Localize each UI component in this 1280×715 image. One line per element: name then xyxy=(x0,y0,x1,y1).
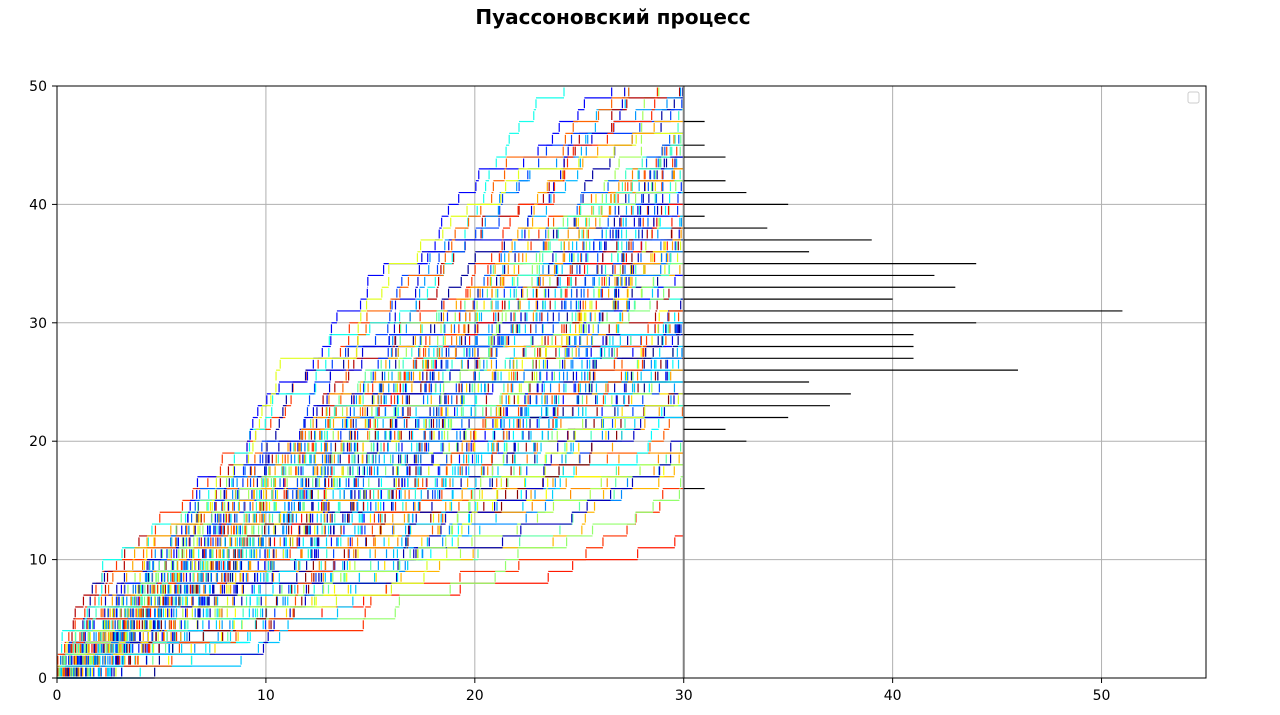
sample-path-26 xyxy=(57,405,684,679)
sample-paths xyxy=(56,87,685,679)
sample-path-9 xyxy=(57,405,684,679)
sample-path-59 xyxy=(57,405,684,679)
chart-title: Пуассоновский процесс xyxy=(475,5,750,29)
sample-path-34 xyxy=(57,87,565,679)
